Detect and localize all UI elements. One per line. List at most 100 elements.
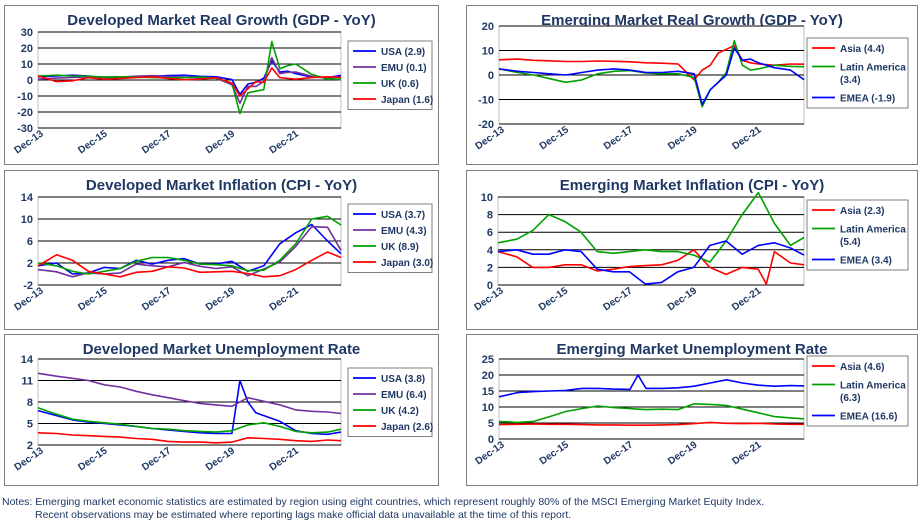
series-line-3	[498, 47, 805, 106]
y-tick-label: 5	[488, 418, 494, 430]
legend-label: Asia (2.3)	[840, 206, 884, 217]
series-line-2	[498, 403, 805, 424]
x-tick-label: Dec-19	[666, 124, 700, 152]
series-line-1	[498, 421, 804, 426]
legend-label: EMU (6.4)	[381, 390, 427, 401]
legend-label: Latin America	[840, 381, 906, 392]
legend-label: USA (3.7)	[381, 210, 425, 221]
y-tick-label: 4	[487, 245, 494, 257]
chart-title: Developed Market Inflation (CPI - YoY)	[85, 177, 358, 194]
plot-area	[498, 358, 805, 440]
legend-label: Japan (2.6)	[381, 422, 433, 433]
chart-title: Developed Market Unemployment Rate	[82, 341, 361, 358]
legend-box	[347, 203, 433, 273]
y-tick-label: 14	[21, 192, 34, 204]
y-tick-label: 5	[27, 419, 33, 431]
x-tick-label: Dec-19	[666, 439, 700, 467]
notes: Notes: Emerging market economic statisti…	[2, 496, 764, 522]
y-tick-label: 20	[482, 370, 494, 382]
series-line-4	[37, 67, 342, 97]
notes-line-2: Recent observations may be estimated whe…	[35, 509, 572, 521]
y-tick-label: 20	[21, 43, 33, 55]
legend-box	[806, 199, 909, 271]
x-tick-label: Dec-21	[268, 285, 302, 313]
y-tick-label: 25	[482, 354, 494, 366]
x-tick-label: Dec-15	[537, 285, 571, 313]
legend-label: UK (8.9)	[381, 242, 419, 253]
x-tick-label: Dec-17	[601, 285, 635, 313]
legend-label: Japan (3.0)	[381, 258, 433, 269]
chart-panel-2: Emerging Market Real Growth (GDP - YoY) -…	[466, 5, 918, 165]
chart-title: Emerging Market Unemployment Rate	[556, 341, 828, 358]
series-line-4	[37, 432, 342, 444]
y-tick-label: 2	[487, 262, 493, 274]
series-line-2	[497, 191, 805, 263]
x-tick-label: Dec-21	[730, 439, 764, 467]
y-tick-label: 2	[27, 258, 33, 270]
y-tick-label: 8	[487, 210, 493, 222]
y-tick-label: -10	[478, 95, 494, 107]
y-tick-label: 10	[21, 214, 33, 226]
y-tick-label: 8	[27, 397, 33, 409]
legend-label: Asia (4.4)	[840, 44, 884, 55]
y-tick-label: 20	[482, 21, 494, 33]
legend-label: USA (2.9)	[381, 47, 425, 58]
x-tick-label: Dec-19	[204, 285, 238, 313]
legend-label: EMU (0.1)	[381, 63, 427, 74]
chart-title: Developed Market Real Growth (GDP - YoY)	[67, 12, 376, 29]
legend-box	[347, 40, 433, 110]
y-tick-label: 0	[27, 75, 33, 87]
y-tick-label: 10	[481, 192, 493, 204]
x-tick-label: Dec-17	[140, 445, 174, 473]
y-tick-label: -30	[17, 123, 33, 135]
y-tick-label: 14	[21, 354, 34, 366]
x-tick-label: Dec-21	[730, 124, 764, 152]
x-tick-label: Dec-19	[204, 445, 238, 473]
legend-box	[347, 367, 433, 437]
x-tick-label: Dec-15	[538, 124, 572, 152]
x-tick-label: Dec-17	[140, 128, 174, 156]
series-line-1	[497, 249, 805, 285]
y-tick-label: 30	[21, 27, 33, 39]
x-tick-label: Dec-15	[76, 445, 110, 473]
chart-title: Emerging Market Real Growth (GDP - YoY)	[541, 12, 843, 29]
legend-label: Latin America	[840, 225, 906, 236]
legend-label: USA (3.8)	[381, 374, 425, 385]
x-tick-label: Dec-17	[602, 439, 636, 467]
y-tick-label: -20	[478, 119, 494, 131]
legend-label: Asia (4.6)	[840, 362, 884, 373]
plot-area	[497, 196, 805, 286]
y-tick-label: 6	[27, 236, 33, 248]
x-tick-label: Dec-15	[76, 128, 110, 156]
series-line-3	[498, 374, 805, 398]
chart-panel-5: Developed Market Unemployment Rate 2 5 8 11 1…	[4, 334, 439, 486]
legend-label: (3.4)	[840, 75, 861, 86]
y-tick-label: 0	[488, 70, 494, 82]
series-line-3	[37, 215, 342, 275]
legend-label: UK (0.6)	[381, 79, 419, 90]
x-tick-label: Dec-19	[204, 128, 238, 156]
chart-title: Emerging Market Inflation (CPI - YoY)	[559, 177, 825, 194]
series-line-3	[37, 406, 342, 434]
chart-panel-6: Emerging Market Unemployment Rate 0 5 10 15 2…	[466, 334, 918, 486]
y-tick-label: 11	[21, 376, 33, 388]
legend-label: EMU (4.3)	[381, 226, 427, 237]
y-tick-label: 6	[487, 227, 493, 239]
legend-box	[806, 355, 909, 427]
legend-label: EMEA (-1.9)	[840, 94, 895, 105]
y-tick-label: 0	[487, 280, 493, 292]
x-tick-label: Dec-21	[268, 128, 302, 156]
y-tick-label: 10	[482, 46, 494, 58]
legend-label: (5.4)	[840, 237, 861, 248]
notes-line-1: Notes: Emerging market economic statisti…	[2, 496, 765, 508]
y-tick-label: 15	[482, 386, 494, 398]
legend-label: (6.3)	[840, 393, 861, 404]
x-tick-label: Dec-15	[76, 285, 110, 313]
series-line-3	[497, 240, 805, 285]
y-tick-label: 10	[21, 59, 33, 71]
legend-label: Latin America	[840, 63, 906, 74]
